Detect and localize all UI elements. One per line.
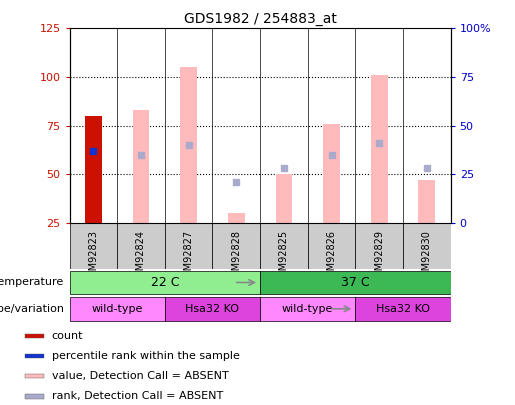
Text: Hsa32 KO: Hsa32 KO — [376, 304, 430, 314]
Text: GSM92826: GSM92826 — [327, 230, 336, 283]
Text: GSM92824: GSM92824 — [136, 230, 146, 283]
Bar — [212, 28, 260, 223]
Text: GSM92825: GSM92825 — [279, 230, 289, 283]
Bar — [25, 394, 44, 399]
Text: GSM92828: GSM92828 — [231, 230, 241, 283]
Bar — [307, 28, 355, 223]
Bar — [260, 28, 308, 223]
Bar — [355, 223, 403, 269]
Bar — [260, 297, 355, 321]
Bar — [25, 374, 44, 378]
Bar — [307, 223, 355, 269]
Text: 37 C: 37 C — [341, 276, 370, 289]
Bar — [260, 223, 308, 269]
Bar — [85, 116, 101, 223]
Bar — [276, 174, 292, 223]
Bar — [70, 271, 260, 294]
Bar — [403, 223, 451, 269]
Text: GSM92827: GSM92827 — [184, 230, 194, 283]
Text: value, Detection Call = ABSENT: value, Detection Call = ABSENT — [52, 371, 228, 381]
Bar — [355, 28, 403, 223]
Bar — [371, 75, 387, 223]
Bar — [70, 223, 117, 269]
Text: count: count — [52, 331, 83, 341]
Bar — [260, 271, 451, 294]
Text: wild-type: wild-type — [282, 304, 333, 314]
Text: temperature: temperature — [0, 277, 64, 288]
Text: GSM92830: GSM92830 — [422, 230, 432, 283]
Bar — [228, 213, 245, 223]
Text: wild-type: wild-type — [92, 304, 143, 314]
Text: Hsa32 KO: Hsa32 KO — [185, 304, 239, 314]
Bar — [70, 297, 165, 321]
Bar — [355, 297, 451, 321]
Bar — [25, 333, 44, 338]
Bar — [180, 67, 197, 223]
Title: GDS1982 / 254883_at: GDS1982 / 254883_at — [184, 12, 336, 26]
Bar — [419, 180, 435, 223]
Bar — [212, 223, 260, 269]
Text: rank, Detection Call = ABSENT: rank, Detection Call = ABSENT — [52, 392, 223, 401]
Bar — [117, 28, 165, 223]
Bar — [165, 223, 212, 269]
Bar — [25, 354, 44, 358]
Bar — [165, 297, 260, 321]
Text: GSM92829: GSM92829 — [374, 230, 384, 283]
Bar — [165, 28, 212, 223]
Bar — [403, 28, 451, 223]
Bar — [70, 28, 117, 223]
Bar — [133, 110, 149, 223]
Bar — [323, 124, 340, 223]
Text: 22 C: 22 C — [150, 276, 179, 289]
Text: GSM92823: GSM92823 — [89, 230, 98, 283]
Text: genotype/variation: genotype/variation — [0, 304, 64, 314]
Bar — [117, 223, 165, 269]
Text: percentile rank within the sample: percentile rank within the sample — [52, 351, 239, 361]
